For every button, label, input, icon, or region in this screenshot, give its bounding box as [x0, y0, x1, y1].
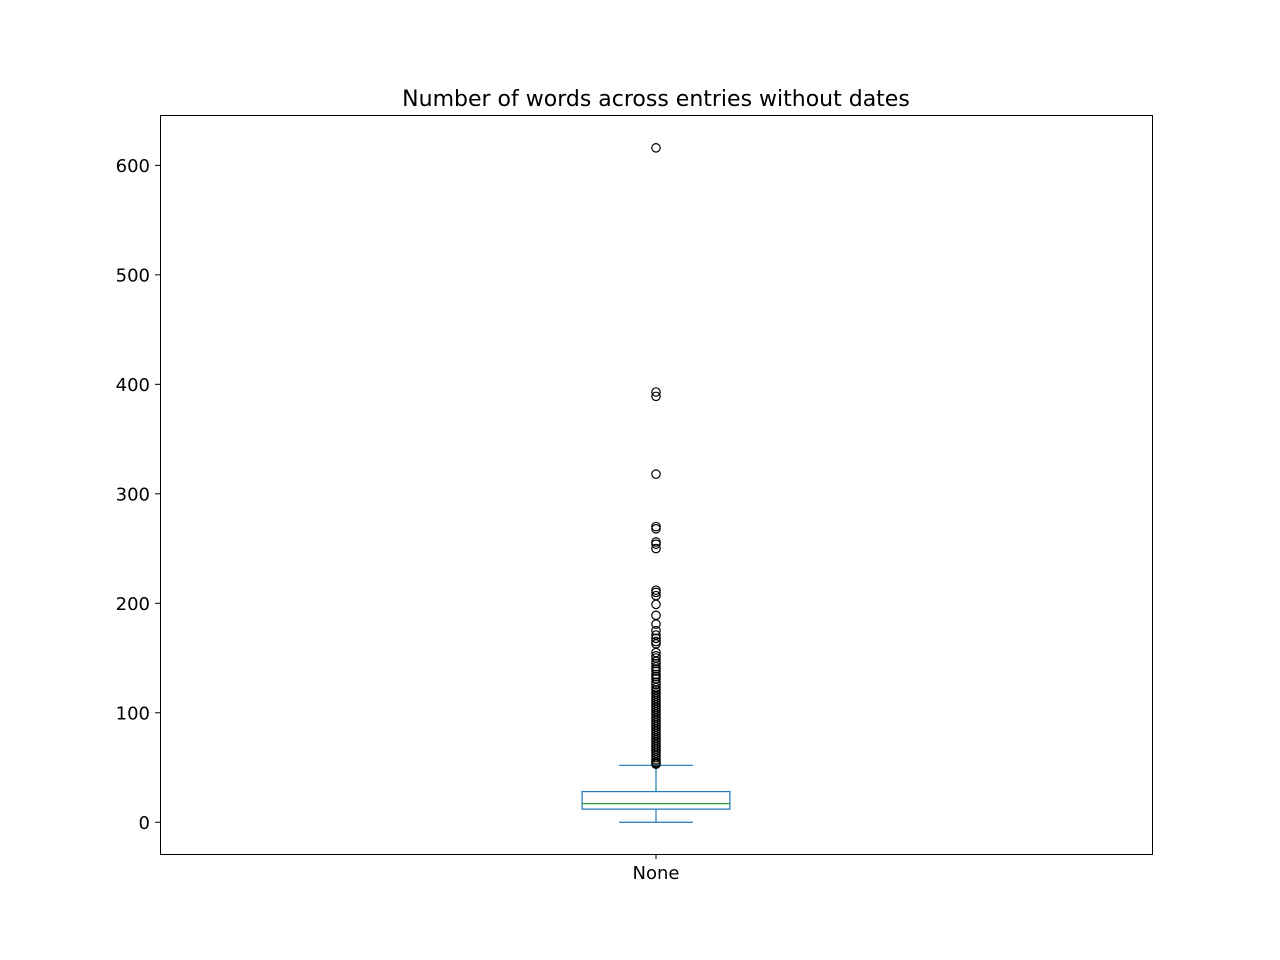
x-tick-label: None [633, 863, 680, 884]
outlier-point [651, 679, 661, 690]
plot-area-frame [160, 115, 1153, 855]
y-tick-label: 600 [116, 156, 150, 177]
outlier-point [651, 759, 661, 770]
y-tick-label: 500 [116, 265, 150, 286]
y-axis: 0 100 200 300 400 500 600 [116, 156, 160, 834]
outlier-point [651, 391, 661, 402]
outlier-point [651, 599, 661, 610]
box-series [581, 143, 731, 823]
outlier-point [651, 469, 661, 479]
outlier-point [651, 619, 661, 629]
outlier-point [651, 633, 661, 644]
chart-title: Number of words across entries without d… [402, 87, 910, 112]
outlier-point [651, 543, 661, 554]
outlier-point [651, 658, 661, 669]
outlier-point [651, 143, 661, 153]
y-tick-label: 200 [116, 594, 150, 615]
iqr-box [581, 790, 731, 810]
outlier-point [651, 539, 661, 549]
outlier-point [651, 587, 661, 598]
y-tick-label: 300 [116, 484, 150, 505]
y-tick-label: 0 [139, 813, 150, 834]
outlier-point [651, 625, 661, 636]
outlier-point [651, 387, 661, 397]
x-axis: None [633, 854, 680, 884]
y-tick-label: 400 [116, 375, 150, 396]
outlier-point [651, 610, 661, 621]
outlier-point [651, 524, 661, 534]
y-tick-label: 100 [116, 703, 150, 724]
outlier-point [651, 666, 661, 676]
